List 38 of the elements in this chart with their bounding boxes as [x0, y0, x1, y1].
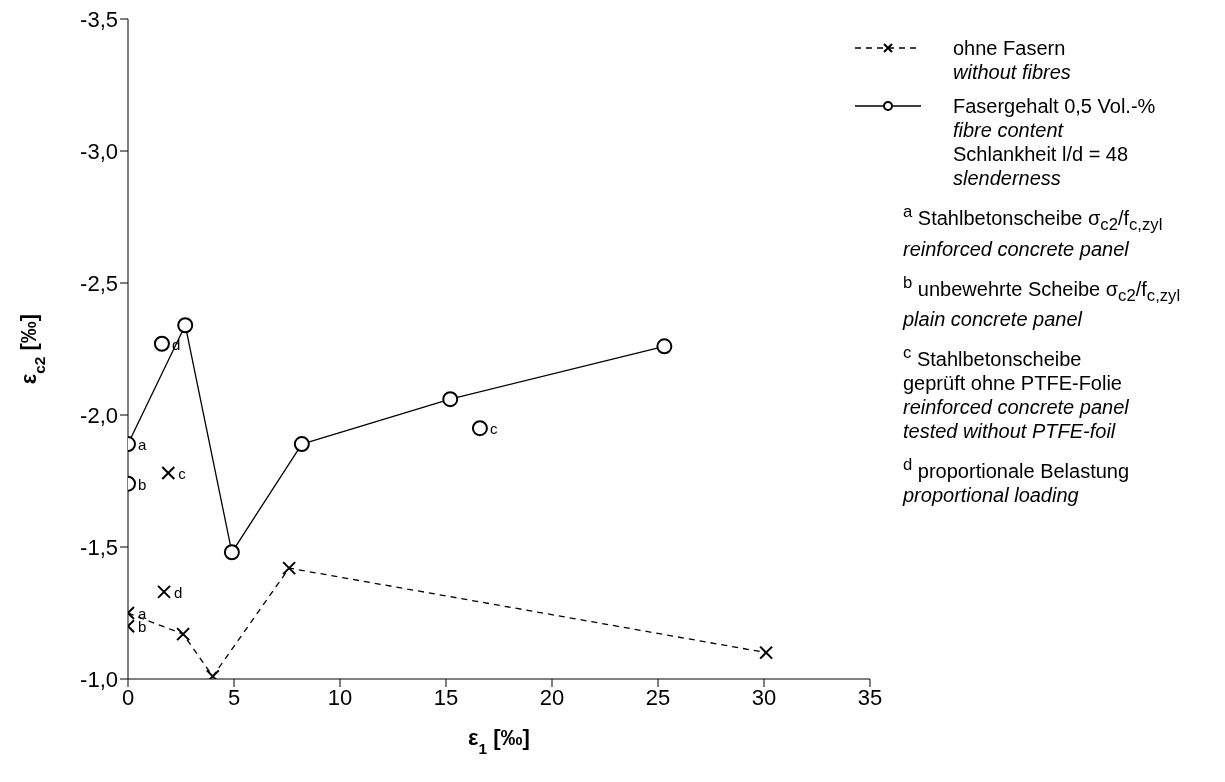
data-label: c [178, 465, 187, 483]
point [759, 645, 774, 660]
y-tick-label: -1,5 [80, 534, 118, 560]
y-tick-label: -2,5 [80, 270, 118, 296]
point [282, 561, 297, 576]
x-tick-label: 10 [327, 684, 353, 710]
point [471, 420, 488, 437]
x-tick-label: 30 [751, 684, 777, 710]
point [223, 544, 240, 561]
point [177, 317, 194, 334]
x-tick-label: 35 [857, 684, 883, 710]
point [153, 335, 170, 352]
data-label: c [489, 420, 498, 438]
y-tick-label: -2,0 [80, 402, 118, 428]
text: $^{d}$ proportionale Belastung proportional loading [903, 453, 1131, 507]
point [656, 338, 673, 355]
point [176, 627, 191, 642]
legend-label: ohne Fasern without fibres [953, 36, 1071, 84]
text: $^{b}$ unbewehrte Scheibe σ$_{c2}$/f$_{c,zyl}$ plain concrete panel [903, 272, 1181, 331]
legend-label: Fasergehalt 0,5 Vol.-% fibre content Schlankheit l/d = 48 slenderness [953, 94, 1156, 190]
x-axis-title: ε$_{1}$ [‰] [468, 725, 530, 757]
data-label: b [138, 475, 147, 493]
x-tick-label: 5 [227, 684, 241, 710]
point [293, 436, 310, 453]
x-tick-label: 20 [539, 684, 565, 710]
data-label: b [138, 618, 147, 636]
x-tick-label: 25 [645, 684, 671, 710]
point [161, 466, 176, 481]
x-tick-label: 0 [121, 684, 135, 710]
y-tick-label: -3,0 [80, 138, 118, 164]
y-tick-label: -1,0 [80, 666, 118, 692]
data-label: d [174, 583, 183, 601]
point [157, 584, 172, 599]
point [442, 391, 459, 408]
text: $^{c}$ Stahlbetonscheibe geprüft ohne PTFE-Folie reinforced concrete panel tested without PTFE-foil [903, 342, 1130, 443]
data-label: a [138, 436, 147, 454]
y-tick-label: -3,5 [80, 6, 118, 32]
x-tick-label: 15 [433, 684, 459, 710]
